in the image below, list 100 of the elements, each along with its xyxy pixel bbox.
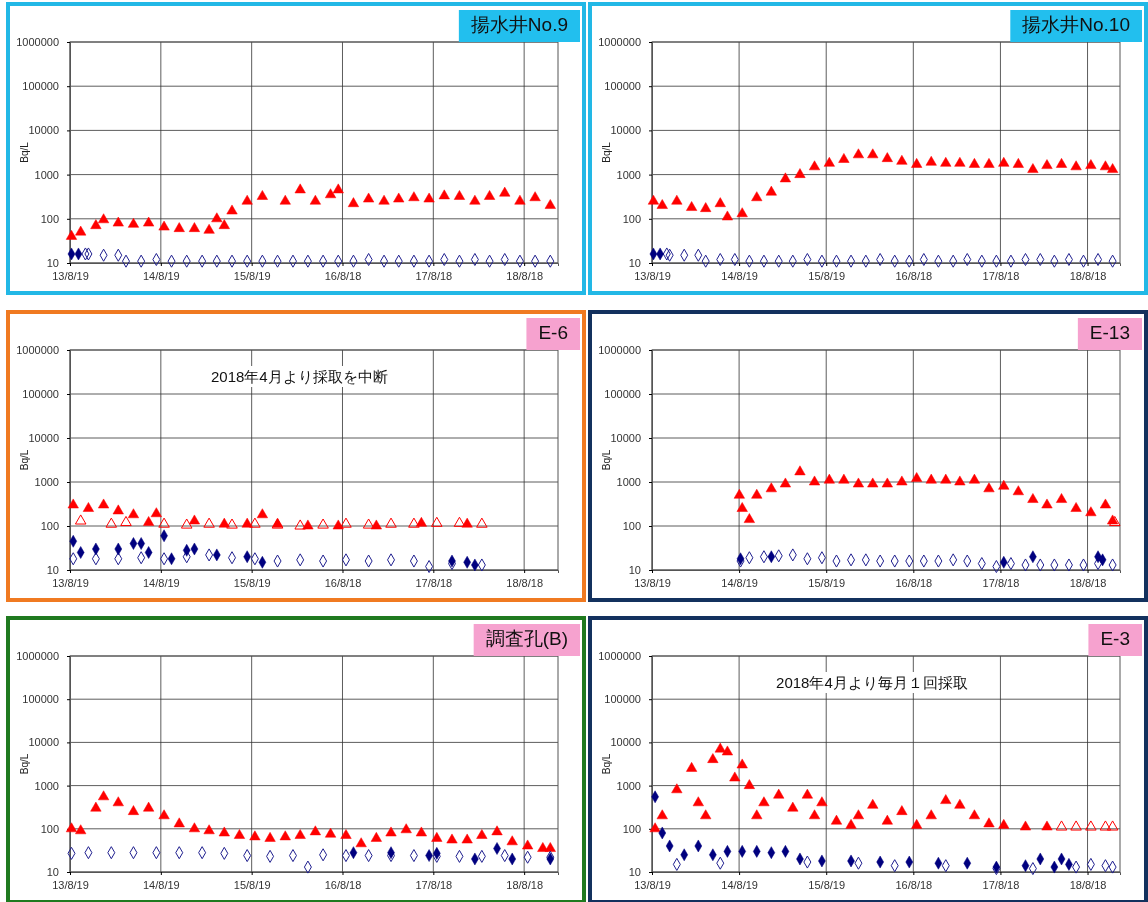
x-tick-label: 17/8/18 [415,270,453,282]
y-tick-label: 1000000 [16,36,59,49]
point [773,788,785,799]
y-tick-label: 10000 [610,736,641,749]
point [925,809,937,820]
point [867,798,879,809]
point [736,758,748,769]
point [1099,160,1111,171]
x-tick-label: 14/8/19 [142,270,180,282]
point [816,796,828,807]
annotation: 2018年4月より毎月１回採取 [776,674,968,691]
point [671,194,683,205]
point [838,153,850,163]
point [896,154,908,165]
x-tick-label: 17/8/18 [415,577,453,589]
annotation: 2018年4月より採取を中断 [211,368,388,385]
point [721,210,733,221]
point [1107,163,1119,173]
y-tick-label: 10 [46,257,59,270]
y-tick-label: 100 [622,822,641,835]
y-tick-label: 1000000 [598,36,641,49]
y-axis-title: Bq/L [19,753,30,775]
y-tick-label: 100000 [22,693,59,706]
point [765,185,777,196]
x-tick-label: 14/8/19 [721,270,758,282]
y-axis-title: Bq/L [19,449,30,471]
x-tick-label: 15/8/19 [808,270,846,282]
x-tick-label: 17/8/18 [982,879,1020,891]
x-tick-label: 18/8/18 [1069,577,1107,589]
x-tick-label: 18/8/18 [1069,270,1107,282]
point [1041,820,1053,831]
x-tick-label: 15/8/19 [808,879,846,891]
point [700,809,712,820]
x-tick-label: 14/8/19 [142,577,180,589]
point [896,805,908,815]
x-tick-label: 17/8/18 [415,879,453,891]
y-tick-label: 10000 [610,432,641,445]
point [1012,158,1024,168]
point [1055,820,1068,831]
point [911,158,923,168]
point [794,168,806,178]
point [671,783,683,794]
point [751,809,763,820]
point [998,156,1010,167]
y-tick-label: 100000 [22,388,59,401]
x-tick-label: 17/8/18 [982,270,1020,282]
y-tick-label: 100000 [604,388,641,401]
point [1085,159,1097,169]
x-tick-label: 16/8/18 [324,879,362,891]
point [700,202,712,212]
y-tick-label: 10 [46,564,59,577]
point [714,197,726,207]
chart-title: 調査孔(B) [485,628,568,649]
x-tick-label: 13/8/19 [52,270,89,282]
point [1019,820,1032,831]
x-tick-label: 16/8/18 [324,577,362,589]
x-tick-label: 17/8/18 [982,577,1020,589]
point [845,819,857,829]
y-tick-label: 1000 [616,168,641,181]
point [1056,158,1068,168]
point [758,796,770,807]
x-tick-label: 13/8/19 [52,879,89,891]
point [1027,163,1039,173]
y-tick-label: 10 [46,866,59,879]
y-tick-label: 1000 [34,779,59,792]
y-tick-label: 1000000 [16,344,59,357]
y-tick-label: 1000 [616,476,641,489]
x-tick-label: 15/8/19 [233,577,271,589]
point [1070,820,1082,831]
y-tick-label: 1000 [34,476,59,489]
point [686,762,698,772]
x-tick-label: 16/8/18 [895,879,933,891]
point [707,753,719,763]
point [983,158,995,168]
point [656,809,668,820]
x-tick-label: 16/8/18 [895,270,933,282]
chart-title: E-3 [1100,628,1130,649]
chart-title: 揚水井No.9 [470,14,568,35]
x-tick-label: 16/8/18 [324,270,362,282]
y-tick-label: 10000 [28,736,59,749]
x-tick-label: 18/8/18 [506,879,544,891]
chart-title: E-13 [1089,322,1130,343]
point [649,822,661,833]
point [830,814,842,825]
point [787,801,799,812]
point [852,148,864,159]
x-tick-label: 14/8/19 [721,577,758,589]
point [801,788,813,799]
point [736,207,748,218]
y-tick-label: 1000000 [598,650,641,663]
x-tick-label: 15/8/19 [233,270,271,282]
point [809,809,821,820]
point [647,194,659,205]
y-tick-label: 100 [40,520,59,533]
point [1070,160,1082,171]
x-tick-label: 18/8/18 [1069,879,1107,891]
x-tick-label: 18/8/18 [506,270,544,282]
x-tick-label: 15/8/19 [808,577,846,589]
point [983,817,995,828]
point [729,771,741,782]
